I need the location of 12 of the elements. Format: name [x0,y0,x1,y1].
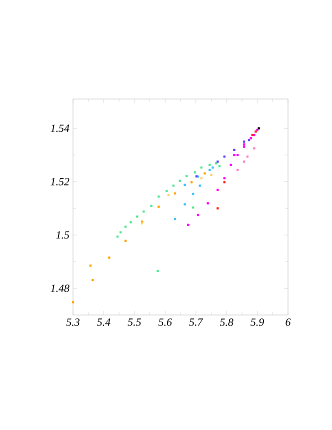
x-tick-label: 5.3 [66,318,80,326]
x-tick-label: 5.4 [97,318,110,326]
y-tick-label: 1.54 [50,124,70,132]
y-tick-label: 1.5 [56,231,70,239]
x-tick-label: 6 [286,318,291,326]
y-tick-label: 1.48 [50,284,70,292]
x-tick-label: 5.5 [128,318,141,326]
x-tick-label: 5.6 [158,318,172,326]
y-tick-label: 1.52 [50,178,70,186]
x-tick-label: 5.8 [220,318,234,326]
x-tick-label: 5.7 [189,318,204,326]
x-tick-label: 5.9 [250,318,264,326]
